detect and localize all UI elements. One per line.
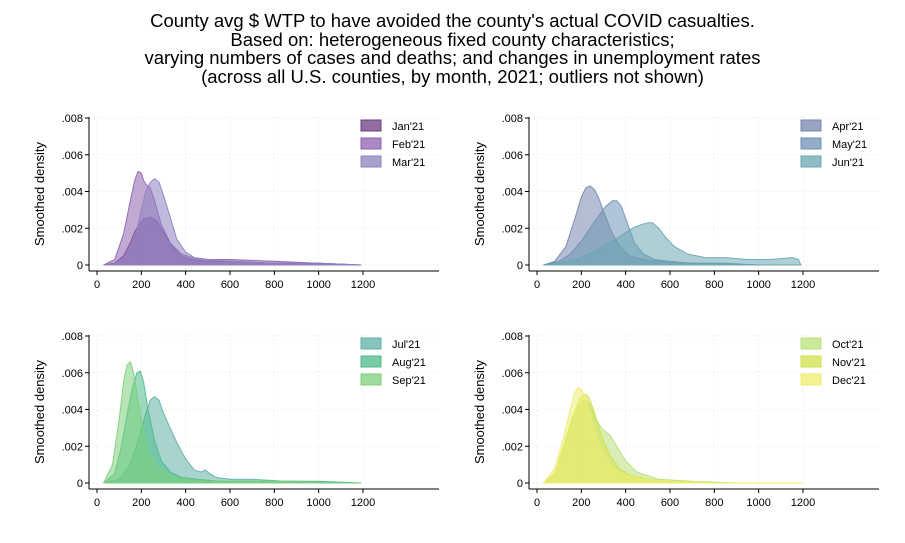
title-line-2: Based on: heterogeneous fixed county cha… [230, 28, 675, 50]
y-tick-label: 0 [77, 260, 83, 272]
chart-panel-4: 0 .002 .004 .006 .008 0 200 400 600 800 1000 1200 Sm… [472, 331, 879, 509]
chart-panel-1: 0 .002 .004 .006 .008 0 200 400 600 800 1000 1200 Sm… [32, 113, 439, 291]
x-tick-label: 600 [661, 279, 679, 291]
y-axis-title: Smoothed density [472, 141, 487, 246]
x-tick-label: 600 [661, 497, 679, 509]
legend-label: Jun'21 [832, 157, 864, 169]
y-tick-label: 0 [77, 478, 83, 490]
density-area-mar21 [103, 178, 362, 266]
x-tick-label: 1000 [306, 497, 330, 509]
y-tick-label: .004 [502, 187, 523, 199]
chart-title: County avg $ WTP to have avoided the cou… [0, 10, 905, 87]
y-tick-label: .004 [62, 405, 83, 417]
legend-swatch [360, 355, 382, 368]
legend-label: Dec'21 [832, 375, 866, 387]
x-tick-label: 0 [94, 497, 100, 509]
y-axis-title: Smoothed density [472, 359, 487, 464]
y-axis-title: Smoothed density [32, 359, 47, 464]
legend-label: Feb'21 [392, 139, 425, 151]
x-tick-label: 1200 [351, 279, 375, 291]
legend-label: Sep'21 [392, 375, 426, 387]
x-tick-label: 800 [705, 279, 723, 291]
x-tick-label: 400 [616, 279, 634, 291]
legend: Jul'21 Aug'21 Sep'21 [360, 337, 426, 387]
x-tick-label: 1200 [351, 497, 375, 509]
density-area-jun21 [543, 222, 802, 266]
legend-label: Apr'21 [832, 121, 863, 133]
legend: Apr'21 May'21 Jun'21 [800, 119, 867, 169]
y-tick-label: .002 [62, 441, 83, 453]
legend-swatch [800, 137, 822, 150]
legend: Jan'21 Feb'21 Mar'21 [360, 119, 425, 169]
x-tick-label: 200 [132, 497, 150, 509]
legend-swatch [360, 337, 382, 350]
x-tick-label: 800 [265, 279, 283, 291]
legend-label: Aug'21 [392, 357, 426, 369]
y-axis-title: Smoothed density [32, 141, 47, 246]
y-tick-label: .004 [502, 405, 523, 417]
density-area-dec21 [543, 387, 802, 484]
y-tick-label: .002 [62, 223, 83, 235]
legend-swatch [800, 355, 822, 368]
x-tick-label: 0 [94, 279, 100, 291]
x-tick-label: 1000 [746, 497, 770, 509]
legend-label: May'21 [832, 139, 867, 151]
chart-panel-2: 0 .002 .004 .006 .008 0 200 400 600 800 1000 1200 Sm… [472, 113, 879, 291]
legend-label: Nov'21 [832, 357, 866, 369]
legend-swatch [800, 119, 822, 132]
x-tick-label: 400 [176, 279, 194, 291]
x-tick-label: 1200 [791, 497, 815, 509]
y-tick-label: .008 [62, 331, 83, 343]
y-tick-label: .006 [62, 368, 83, 380]
x-tick-label: 600 [221, 497, 239, 509]
x-tick-label: 1200 [791, 279, 815, 291]
x-tick-label: 400 [176, 497, 194, 509]
legend-swatch [360, 119, 382, 132]
legend-label: Jan'21 [392, 121, 424, 133]
legend-swatch [360, 373, 382, 386]
x-tick-label: 400 [616, 497, 634, 509]
x-tick-label: 800 [705, 497, 723, 509]
x-tick-label: 0 [534, 279, 540, 291]
y-tick-label: 0 [517, 260, 523, 272]
density-area-sep21 [103, 361, 362, 484]
legend-swatch [800, 373, 822, 386]
legend-label: Jul'21 [392, 339, 420, 351]
legend: Oct'21 Nov'21 Dec'21 [800, 337, 866, 387]
x-tick-label: 1000 [746, 279, 770, 291]
y-tick-label: .008 [502, 113, 523, 125]
x-tick-label: 0 [534, 497, 540, 509]
chart-panel-3: 0 .002 .004 .006 .008 0 200 400 600 800 1000 1200 Sm… [32, 331, 439, 509]
y-tick-label: .002 [502, 223, 523, 235]
y-tick-label: .008 [502, 331, 523, 343]
x-tick-label: 1000 [306, 279, 330, 291]
title-line-1: County avg $ WTP to have avoided the cou… [150, 10, 755, 31]
legend-label: Oct'21 [832, 339, 863, 351]
x-tick-label: 200 [572, 497, 590, 509]
y-tick-label: .006 [502, 150, 523, 162]
title-line-4: (across all U.S. counties, by month, 202… [201, 65, 704, 87]
legend-swatch [800, 337, 822, 350]
y-tick-label: .006 [62, 150, 83, 162]
y-tick-label: .004 [62, 187, 83, 199]
y-tick-label: .002 [502, 441, 523, 453]
legend-swatch [360, 137, 382, 150]
legend-swatch [360, 155, 382, 168]
y-tick-label: .006 [502, 368, 523, 380]
legend-label: Mar'21 [392, 157, 425, 169]
y-tick-label: 0 [517, 478, 523, 490]
x-tick-label: 200 [572, 279, 590, 291]
x-tick-label: 600 [221, 279, 239, 291]
title-line-3: varying numbers of cases and deaths; and… [144, 47, 761, 69]
legend-swatch [800, 155, 822, 168]
x-tick-label: 200 [132, 279, 150, 291]
y-tick-label: .008 [62, 113, 83, 125]
x-tick-label: 800 [265, 497, 283, 509]
